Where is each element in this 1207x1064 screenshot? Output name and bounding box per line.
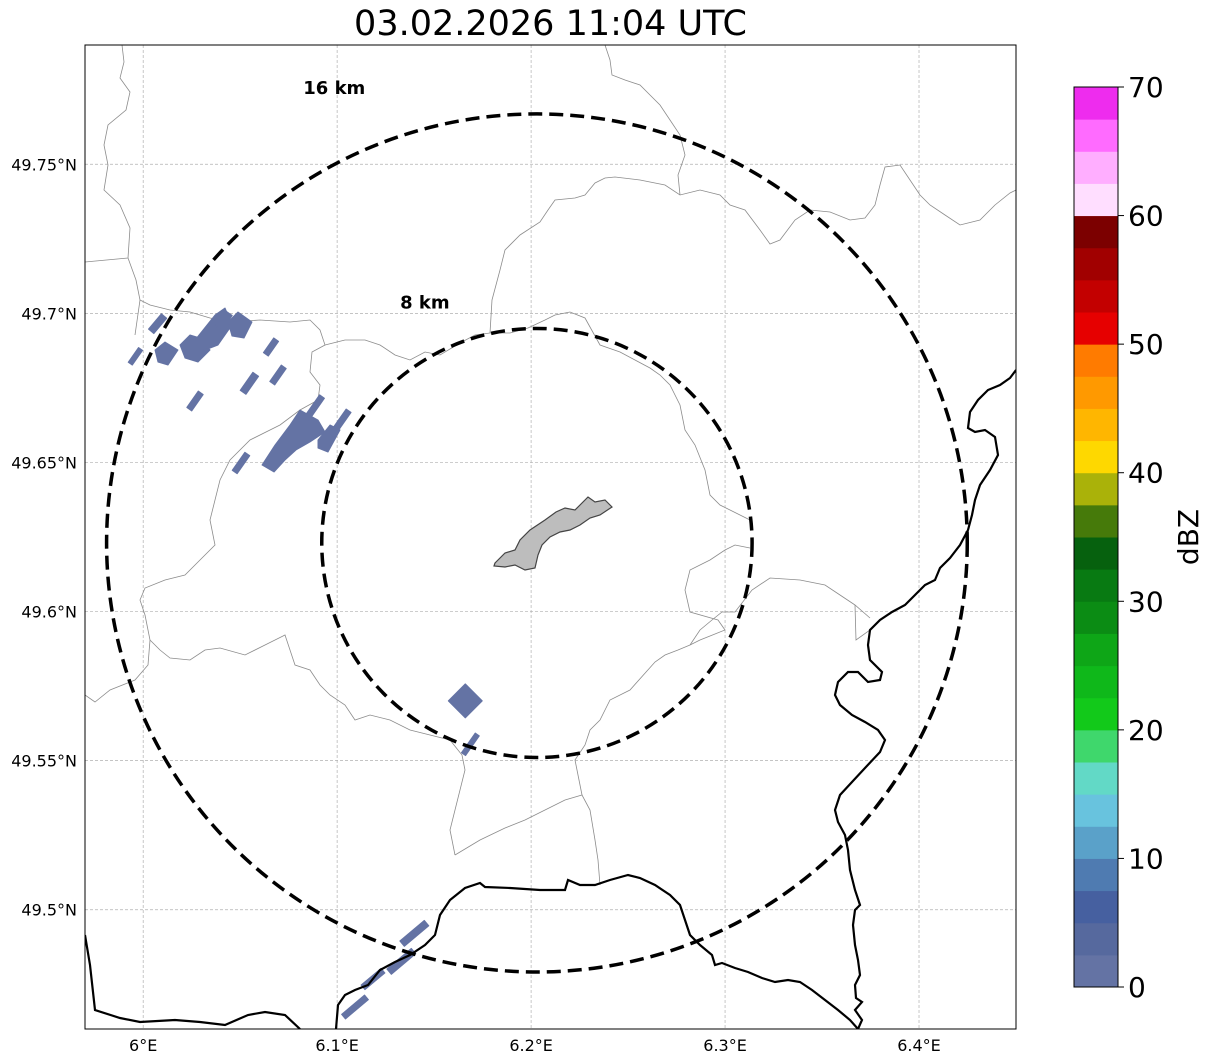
range-ring-label: 16 km [303,78,365,99]
colorbar-segment [1074,601,1118,634]
colorbar-segment [1074,183,1118,217]
colorbar-segment [1074,312,1118,345]
colorbar-segment [1074,279,1118,313]
range-ring [320,326,754,760]
x-axis-labels: 6°E 6.1°E 6.2°E 6.3°E 6.4°E [129,1036,941,1055]
colorbar-tick-label: 70 [1128,71,1164,104]
colorbar-tick-label: 40 [1128,457,1164,490]
colorbar-segment [1074,633,1118,667]
x-tick-label: 6°E [129,1036,157,1055]
y-tick-label: 49.6°N [21,603,77,622]
range-ring [104,112,970,974]
radar-site-area [493,496,613,571]
colorbar-segment [1074,151,1118,184]
colorbar-tick-label: 30 [1128,585,1164,618]
colorbar-tick-label: 20 [1128,714,1164,747]
x-tick-label: 6.1°E [315,1036,359,1055]
colorbar-segment [1074,665,1118,699]
colorbar: 0 10 20 30 40 50 60 70 dBZ [1073,71,1205,1004]
colorbar-segment [1074,922,1118,956]
colorbar-segment [1074,569,1118,602]
colorbar-segment [1074,344,1118,377]
y-axis-labels: 49.75°N 49.7°N 49.65°N 49.6°N 49.55°N 49.5°N [11,155,77,919]
colorbar-segment [1074,408,1118,442]
colorbar-segment [1074,954,1118,988]
colorbar-frame [1073,86,1119,988]
colorbar-segment [1074,729,1118,763]
colorbar-tick-label: 10 [1128,842,1164,875]
colorbar-segment [1074,87,1118,120]
colorbar-title: dBZ [1172,509,1205,565]
colorbar-segment [1074,794,1118,827]
range-ring-label: 8 km [400,292,450,313]
colorbar-segment [1074,858,1118,892]
colorbar-segment [1074,826,1118,859]
colorbar-tick-label: 0 [1128,971,1146,1004]
colorbar-segment [1074,119,1118,152]
map-title: 03.02.2026 11:04 UTC [354,4,747,44]
x-tick-label: 6.4°E [897,1036,941,1055]
colorbar-segment [1074,504,1118,538]
y-tick-label: 49.7°N [21,304,77,323]
range-rings [104,112,970,974]
colorbar-segment [1074,376,1118,409]
colorbar-segment [1074,440,1118,474]
y-tick-label: 49.5°N [21,901,77,920]
y-tick-label: 49.65°N [11,453,77,472]
colorbar-segment [1074,247,1118,281]
x-tick-label: 6.3°E [703,1036,747,1055]
y-tick-label: 49.55°N [11,752,77,771]
colorbar-segment [1074,215,1118,249]
admin-boundaries [85,45,1016,886]
colorbar-segment [1074,762,1118,795]
colorbar-segment [1074,890,1118,924]
colorbar-tick-label: 60 [1128,200,1164,233]
colorbar-segment [1074,472,1118,506]
colorbar-segment [1074,537,1118,570]
colorbar-segment [1074,697,1118,731]
ring-labels: 8 km 16 km [303,78,449,314]
x-tick-label: 6.2°E [509,1036,553,1055]
colorbar-tick-label: 50 [1128,328,1164,361]
y-tick-label: 49.75°N [11,155,77,174]
map-frame [84,44,1017,1030]
